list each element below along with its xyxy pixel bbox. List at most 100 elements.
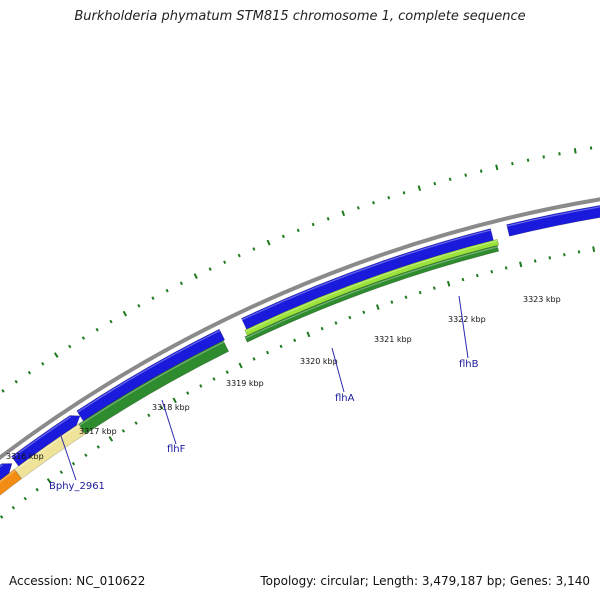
tick-mark — [589, 146, 593, 150]
reverse-gene-flhf-sheen — [79, 341, 225, 426]
tick-mark — [46, 478, 52, 484]
accession-text: Accession: NC_010622 — [9, 574, 146, 588]
tick-mark — [223, 260, 227, 265]
tick-mark — [592, 246, 596, 252]
forward-gene-1-sheen — [0, 464, 4, 468]
tick-mark — [96, 445, 100, 449]
tick-mark — [59, 470, 63, 474]
tick-mark — [417, 185, 422, 192]
tick-mark — [95, 327, 99, 332]
tick-mark — [563, 253, 566, 257]
tick-mark — [296, 228, 300, 233]
tick-mark — [172, 397, 177, 404]
forward-gene-5-sheen — [398, 229, 492, 258]
forward-gene-3[interactable] — [76, 328, 226, 422]
gene-label-bphy-2961[interactable]: Bphy_2961 — [49, 481, 105, 492]
tick-mark — [151, 296, 155, 300]
kbp-label: 3321 kbp — [374, 335, 412, 344]
reverse-gene-bphy-2961[interactable] — [13, 423, 86, 480]
reverse-gene-orange[interactable] — [0, 468, 23, 508]
tick-mark — [252, 247, 256, 251]
tick-mark — [479, 169, 483, 173]
tick-mark — [237, 253, 241, 258]
tick-mark — [356, 206, 360, 210]
tick-mark — [311, 222, 315, 227]
tick-mark — [81, 336, 86, 340]
kbp-label: 3323 kbp — [523, 295, 561, 304]
tick-mark — [577, 250, 581, 254]
tick-mark — [533, 259, 537, 263]
tick-mark — [334, 321, 338, 325]
kbp-label: 3319 kbp — [226, 379, 264, 388]
tick-mark — [432, 286, 436, 290]
tick-mark — [108, 436, 114, 442]
tick-mark — [193, 273, 198, 279]
reverse-gene-flha-sheen — [245, 240, 498, 333]
forward-gene-4[interactable] — [241, 255, 403, 330]
leader-flhf — [161, 399, 177, 445]
gene-label-flhf[interactable]: flhF — [167, 444, 186, 455]
gene-label-flhb[interactable]: flhB — [459, 359, 479, 370]
tick-mark — [27, 370, 32, 375]
reverse-gene-flha-lower-sheen — [245, 246, 498, 339]
tick-mark — [266, 239, 271, 246]
tick-mark — [265, 350, 270, 355]
forward-gene-1[interactable] — [0, 463, 13, 493]
tick-mark — [0, 515, 4, 519]
tick-mark — [402, 191, 406, 195]
tick-mark — [199, 384, 203, 388]
tick-mark — [14, 379, 18, 384]
tick-mark — [137, 304, 141, 308]
tick-mark — [404, 295, 408, 300]
leader-bphy-2961 — [59, 432, 77, 481]
tick-mark — [348, 315, 352, 320]
tick-mark — [464, 173, 468, 177]
tick-mark — [41, 361, 45, 366]
tick-mark — [558, 152, 561, 156]
gene-label-lines — [59, 295, 469, 481]
gene-label-flha[interactable]: flhA — [335, 393, 355, 404]
tick-mark — [293, 338, 297, 343]
tick-mark — [134, 421, 138, 425]
forward-gene-3-sheen — [77, 329, 221, 413]
inner-tick-track — [0, 246, 596, 519]
tick-mark — [122, 310, 128, 317]
kbp-label: 3318 kbp — [152, 403, 190, 412]
forward-gene-4-sheen — [241, 256, 399, 321]
reverse-gene-flhf[interactable] — [78, 340, 230, 435]
tick-mark — [11, 505, 16, 510]
tick-mark — [23, 496, 27, 501]
tick-mark — [390, 300, 394, 304]
chromosome-backbone — [0, 197, 600, 461]
tick-mark — [35, 487, 39, 492]
kbp-labels: 3316 kbp 3317 kbp 3318 kbp 3319 kbp 3320… — [6, 295, 561, 461]
reverse-gene-flha-lower[interactable] — [244, 245, 500, 343]
tick-mark — [573, 148, 577, 154]
forward-gene-2-sheen — [11, 416, 72, 459]
tick-mark — [121, 429, 126, 433]
tick-mark — [418, 290, 422, 295]
tick-mark — [252, 357, 256, 361]
forward-gene-6-sheen — [506, 206, 600, 227]
map-title: Burkholderia phymatum STM815 chromosome … — [74, 9, 526, 24]
kbp-label: 3320 kbp — [300, 357, 338, 366]
tick-mark — [448, 177, 452, 181]
leader-flhb — [458, 295, 469, 359]
tick-mark — [71, 461, 76, 466]
tick-mark — [326, 217, 330, 221]
tick-mark — [208, 267, 212, 271]
kbp-label: 3322 kbp — [448, 315, 486, 324]
tick-mark — [179, 281, 183, 286]
tick-mark — [475, 273, 479, 278]
tick-mark — [504, 266, 508, 270]
forward-gene-6[interactable] — [506, 202, 600, 237]
tick-mark — [526, 158, 530, 162]
tick-mark — [281, 234, 285, 239]
tick-mark — [186, 391, 190, 395]
tick-mark — [68, 344, 72, 349]
outer-tick-track — [1, 146, 593, 393]
leader-flha — [331, 347, 345, 393]
reverse-gene-orange-sheen — [0, 469, 16, 483]
tick-mark — [387, 195, 391, 200]
